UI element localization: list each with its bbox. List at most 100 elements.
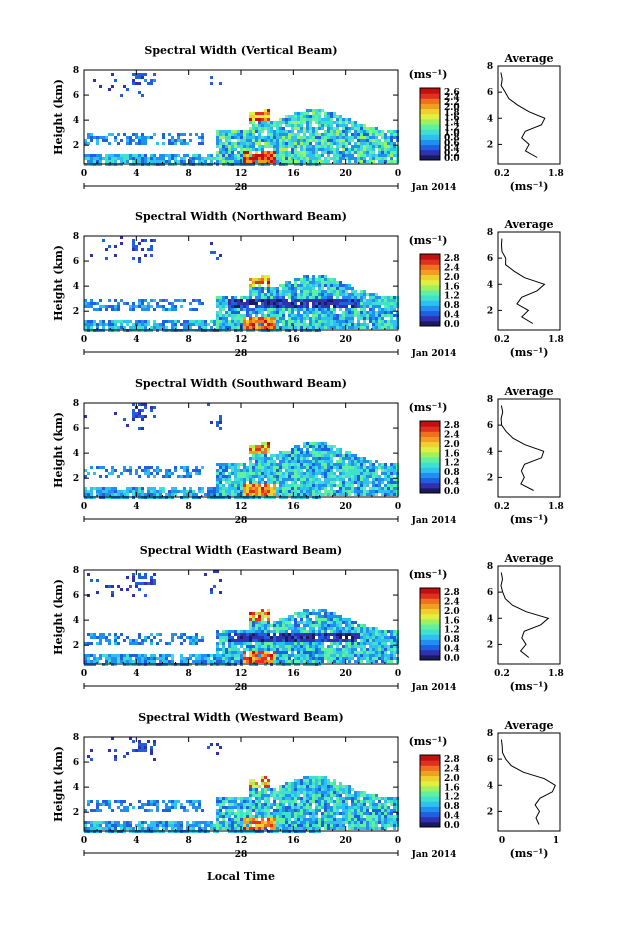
heatmap-cell xyxy=(99,154,102,157)
heatmap-cell xyxy=(369,648,372,651)
heatmap-cell xyxy=(276,660,279,663)
heatmap-cell xyxy=(369,157,372,160)
heatmap-cell xyxy=(231,323,234,326)
heatmap-cell xyxy=(138,415,141,418)
heatmap-cell xyxy=(315,639,318,642)
heatmap-cell xyxy=(285,326,288,329)
heatmap-cell xyxy=(297,651,300,654)
heatmap-cell xyxy=(222,651,225,654)
heatmap-cell xyxy=(390,630,393,633)
heatmap-cell xyxy=(282,463,285,466)
heatmap-cell xyxy=(129,657,132,660)
heatmap-cell xyxy=(147,466,150,469)
heatmap-cell xyxy=(390,642,393,645)
heatmap-cell xyxy=(258,287,261,290)
heatmap-cell xyxy=(366,633,369,636)
heatmap-cell xyxy=(279,320,282,323)
heatmap-cell xyxy=(222,305,225,308)
heatmap-cell xyxy=(120,157,123,160)
heatmap-cell xyxy=(126,809,129,812)
heatmap-cell xyxy=(369,490,372,493)
heatmap-cell xyxy=(279,463,282,466)
heatmap-cell xyxy=(195,660,198,663)
heatmap-cell xyxy=(363,136,366,139)
heatmap-cell xyxy=(336,654,339,657)
heatmap-cell xyxy=(201,320,204,323)
heatmap-cell xyxy=(390,648,393,651)
heatmap-cell xyxy=(384,145,387,148)
heatmap-cell xyxy=(222,475,225,478)
date-month: Jan 2014 xyxy=(411,683,457,693)
heatmap-cell xyxy=(264,481,267,484)
heatmap-cell xyxy=(270,133,273,136)
heatmap-cell xyxy=(144,254,147,257)
heatmap-cell xyxy=(315,145,318,148)
heatmap-cell xyxy=(267,154,270,157)
heatmap-cell xyxy=(252,475,255,478)
heatmap-cell xyxy=(294,157,297,160)
heatmap-cell xyxy=(321,121,324,124)
heatmap-cell xyxy=(312,290,315,293)
heatmap-cell xyxy=(303,305,306,308)
heatmap-cell xyxy=(243,314,246,317)
heatmap-cell xyxy=(315,472,318,475)
heatmap-cell xyxy=(366,660,369,663)
heatmap-cell xyxy=(234,639,237,642)
heatmap-cell xyxy=(270,151,273,154)
heatmap-cell xyxy=(339,305,342,308)
heatmap-cell xyxy=(372,308,375,311)
heatmap-cell xyxy=(228,305,231,308)
heatmap-cell xyxy=(126,157,129,160)
heatmap-cell xyxy=(138,806,141,809)
heatmap-cell xyxy=(273,142,276,145)
heatmap-cell xyxy=(189,302,192,305)
heatmap-cell xyxy=(291,118,294,121)
heatmap-cell xyxy=(387,305,390,308)
heatmap-cell xyxy=(333,323,336,326)
heatmap-cell xyxy=(237,145,240,148)
heatmap-cell xyxy=(363,308,366,311)
heatmap-cell xyxy=(288,284,291,287)
heatmap-cell xyxy=(342,660,345,663)
heatmap-cell xyxy=(282,121,285,124)
heatmap-cell xyxy=(267,469,270,472)
heatmap-cell xyxy=(132,308,135,311)
heatmap-cell xyxy=(258,615,261,618)
heatmap-cell xyxy=(90,160,93,163)
heatmap-cell xyxy=(276,311,279,314)
heatmap-cell xyxy=(132,139,135,142)
heatmap-cell xyxy=(348,151,351,154)
heatmap-cell xyxy=(390,487,393,490)
heatmap-cell xyxy=(285,320,288,323)
heatmap-cell xyxy=(165,154,168,157)
heatmap-cell xyxy=(282,642,285,645)
heatmap-cell xyxy=(291,311,294,314)
heatmap-cell xyxy=(384,133,387,136)
heatmap-cell xyxy=(141,576,144,579)
heatmap-cell xyxy=(117,154,120,157)
heatmap-cell xyxy=(360,148,363,151)
heatmap-cell xyxy=(144,639,147,642)
heatmap-cell xyxy=(231,481,234,484)
heatmap-cell xyxy=(339,657,342,660)
heatmap-cell xyxy=(318,451,321,454)
heatmap-cell xyxy=(351,136,354,139)
heatmap-cell xyxy=(204,493,207,496)
heatmap-cell xyxy=(279,636,282,639)
heatmap-cell xyxy=(342,645,345,648)
heatmap-cell xyxy=(384,154,387,157)
heatmap-cell xyxy=(327,127,330,130)
heatmap-cell xyxy=(138,642,141,645)
heatmap-cell xyxy=(240,630,243,633)
heatmap-cell xyxy=(126,588,129,591)
heatmap-cell xyxy=(348,130,351,133)
heatmap-cell xyxy=(177,136,180,139)
heatmap-cell xyxy=(120,160,123,163)
heatmap-cell xyxy=(279,472,282,475)
heatmap-cell xyxy=(309,308,312,311)
heatmap-cell xyxy=(264,124,267,127)
heatmap-cell xyxy=(189,157,192,160)
heatmap-cell xyxy=(255,302,258,305)
heatmap-cell xyxy=(147,157,150,160)
heatmap-cell xyxy=(279,308,282,311)
